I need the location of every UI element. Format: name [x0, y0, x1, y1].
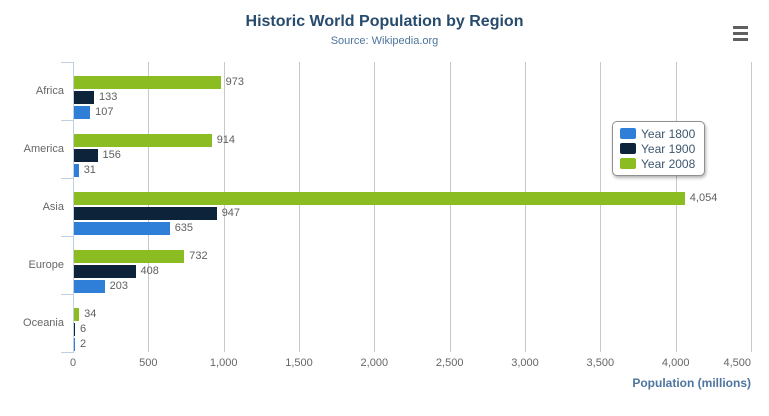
- value-axis-label: 2,000: [360, 357, 389, 369]
- legend-item-year-1900[interactable]: Year 1900: [620, 141, 695, 156]
- bar-year-2008-europe[interactable]: [74, 250, 185, 263]
- bar-year-1900-africa[interactable]: [74, 91, 94, 104]
- category-tick: [61, 352, 73, 353]
- value-axis-label: 0: [69, 357, 77, 369]
- bar-year-2008-oceania[interactable]: [74, 308, 80, 321]
- legend: Year 1800 Year 1900 Year 2008: [612, 121, 706, 176]
- value-axis-label: 3,500: [586, 357, 615, 369]
- bar-data-label: 203: [109, 280, 128, 292]
- bar-year-2008-asia[interactable]: [74, 192, 685, 205]
- value-axis-title: Population (millions): [632, 376, 751, 390]
- bar-data-label: 133: [99, 91, 118, 103]
- bar-data-label: 732: [189, 250, 208, 262]
- legend-swatch-icon: [620, 128, 636, 139]
- value-axis-label: 4,500: [723, 357, 751, 369]
- bar-data-label: 31: [83, 164, 96, 176]
- category-label-asia: Asia: [42, 201, 64, 213]
- context-menu-button[interactable]: [729, 21, 753, 43]
- value-axis-label: 4,000: [661, 357, 690, 369]
- value-axis-label: 3,000: [511, 357, 539, 369]
- bar-year-2008-america[interactable]: [74, 134, 212, 147]
- category-axis-labels: Africa America Asia Europe Oceania: [0, 62, 64, 352]
- bar-data-label: 914: [216, 134, 236, 146]
- bar-data-label: 156: [102, 149, 121, 161]
- gridline: [223, 62, 225, 352]
- bar-data-label: 408: [140, 265, 159, 277]
- gridline: [449, 62, 451, 352]
- category-tick: [61, 294, 73, 295]
- bar-data-label: 947: [221, 207, 241, 219]
- bar-data-label: 107: [95, 106, 114, 118]
- category-label-oceania: Oceania: [23, 317, 64, 329]
- value-axis-label: 500: [139, 357, 158, 369]
- legend-item-label: Year 1900: [641, 141, 696, 156]
- chart-subtitle: Source: Wikipedia.org: [330, 35, 439, 47]
- category-label-europe: Europe: [28, 259, 64, 271]
- gridline: [374, 62, 376, 352]
- legend-swatch-icon: [620, 143, 636, 154]
- bar-year-1900-europe[interactable]: [74, 265, 136, 278]
- bar-data-label: 6: [80, 323, 87, 335]
- category-tick: [61, 178, 73, 179]
- category-tick: [61, 236, 73, 237]
- legend-item-year-2008[interactable]: Year 2008: [620, 156, 695, 171]
- gridline: [751, 62, 752, 352]
- value-axis-label: 1,500: [285, 357, 313, 369]
- bar-data-label: 2: [80, 338, 87, 350]
- bar-year-1800-europe[interactable]: [74, 280, 105, 293]
- value-axis-labels: 0 500 1,000 1,500 2,000 2,500 3,000 3,500 4,000 4…: [69, 357, 751, 373]
- gridline: [525, 62, 526, 352]
- legend-item-label: Year 2008: [641, 156, 696, 171]
- bar-year-1900-america[interactable]: [74, 149, 98, 162]
- chart-title: Historic World Population by Region: [245, 13, 524, 30]
- bar-year-1800-america[interactable]: [74, 164, 79, 177]
- bar-year-1800-asia[interactable]: [74, 222, 170, 235]
- gridline: [600, 62, 602, 352]
- category-axis-line: [73, 62, 74, 353]
- legend-item-year-1800[interactable]: Year 1800: [620, 126, 695, 141]
- gridline: [675, 62, 677, 352]
- bar-year-1800-oceania[interactable]: [74, 338, 75, 351]
- legend-swatch-icon: [620, 158, 636, 169]
- category-label-africa: Africa: [35, 85, 64, 97]
- bar-year-1800-africa[interactable]: [74, 106, 91, 119]
- plot-area: 973 133 107 914 156 31 4,054 947 635 732 408 203 34 6…: [61, 62, 752, 353]
- bar-data-label: 34: [84, 308, 97, 320]
- bar-year-2008-africa[interactable]: [74, 76, 221, 89]
- legend-item-label: Year 1800: [641, 126, 696, 141]
- value-axis-label: 1,000: [209, 357, 238, 369]
- bar-data-label: 4,054: [689, 192, 718, 204]
- category-tick: [61, 62, 73, 63]
- gridline: [299, 62, 300, 352]
- hamburger-menu-icon: [733, 26, 753, 41]
- bar-year-1900-asia[interactable]: [74, 207, 217, 220]
- bar-year-1900-oceania[interactable]: [74, 323, 75, 336]
- bar-data-label: 635: [174, 222, 194, 234]
- category-label-america: America: [23, 143, 64, 155]
- category-tick: [61, 120, 73, 121]
- value-axis-label: 2,500: [435, 357, 464, 369]
- bar-data-label: 973: [225, 76, 244, 88]
